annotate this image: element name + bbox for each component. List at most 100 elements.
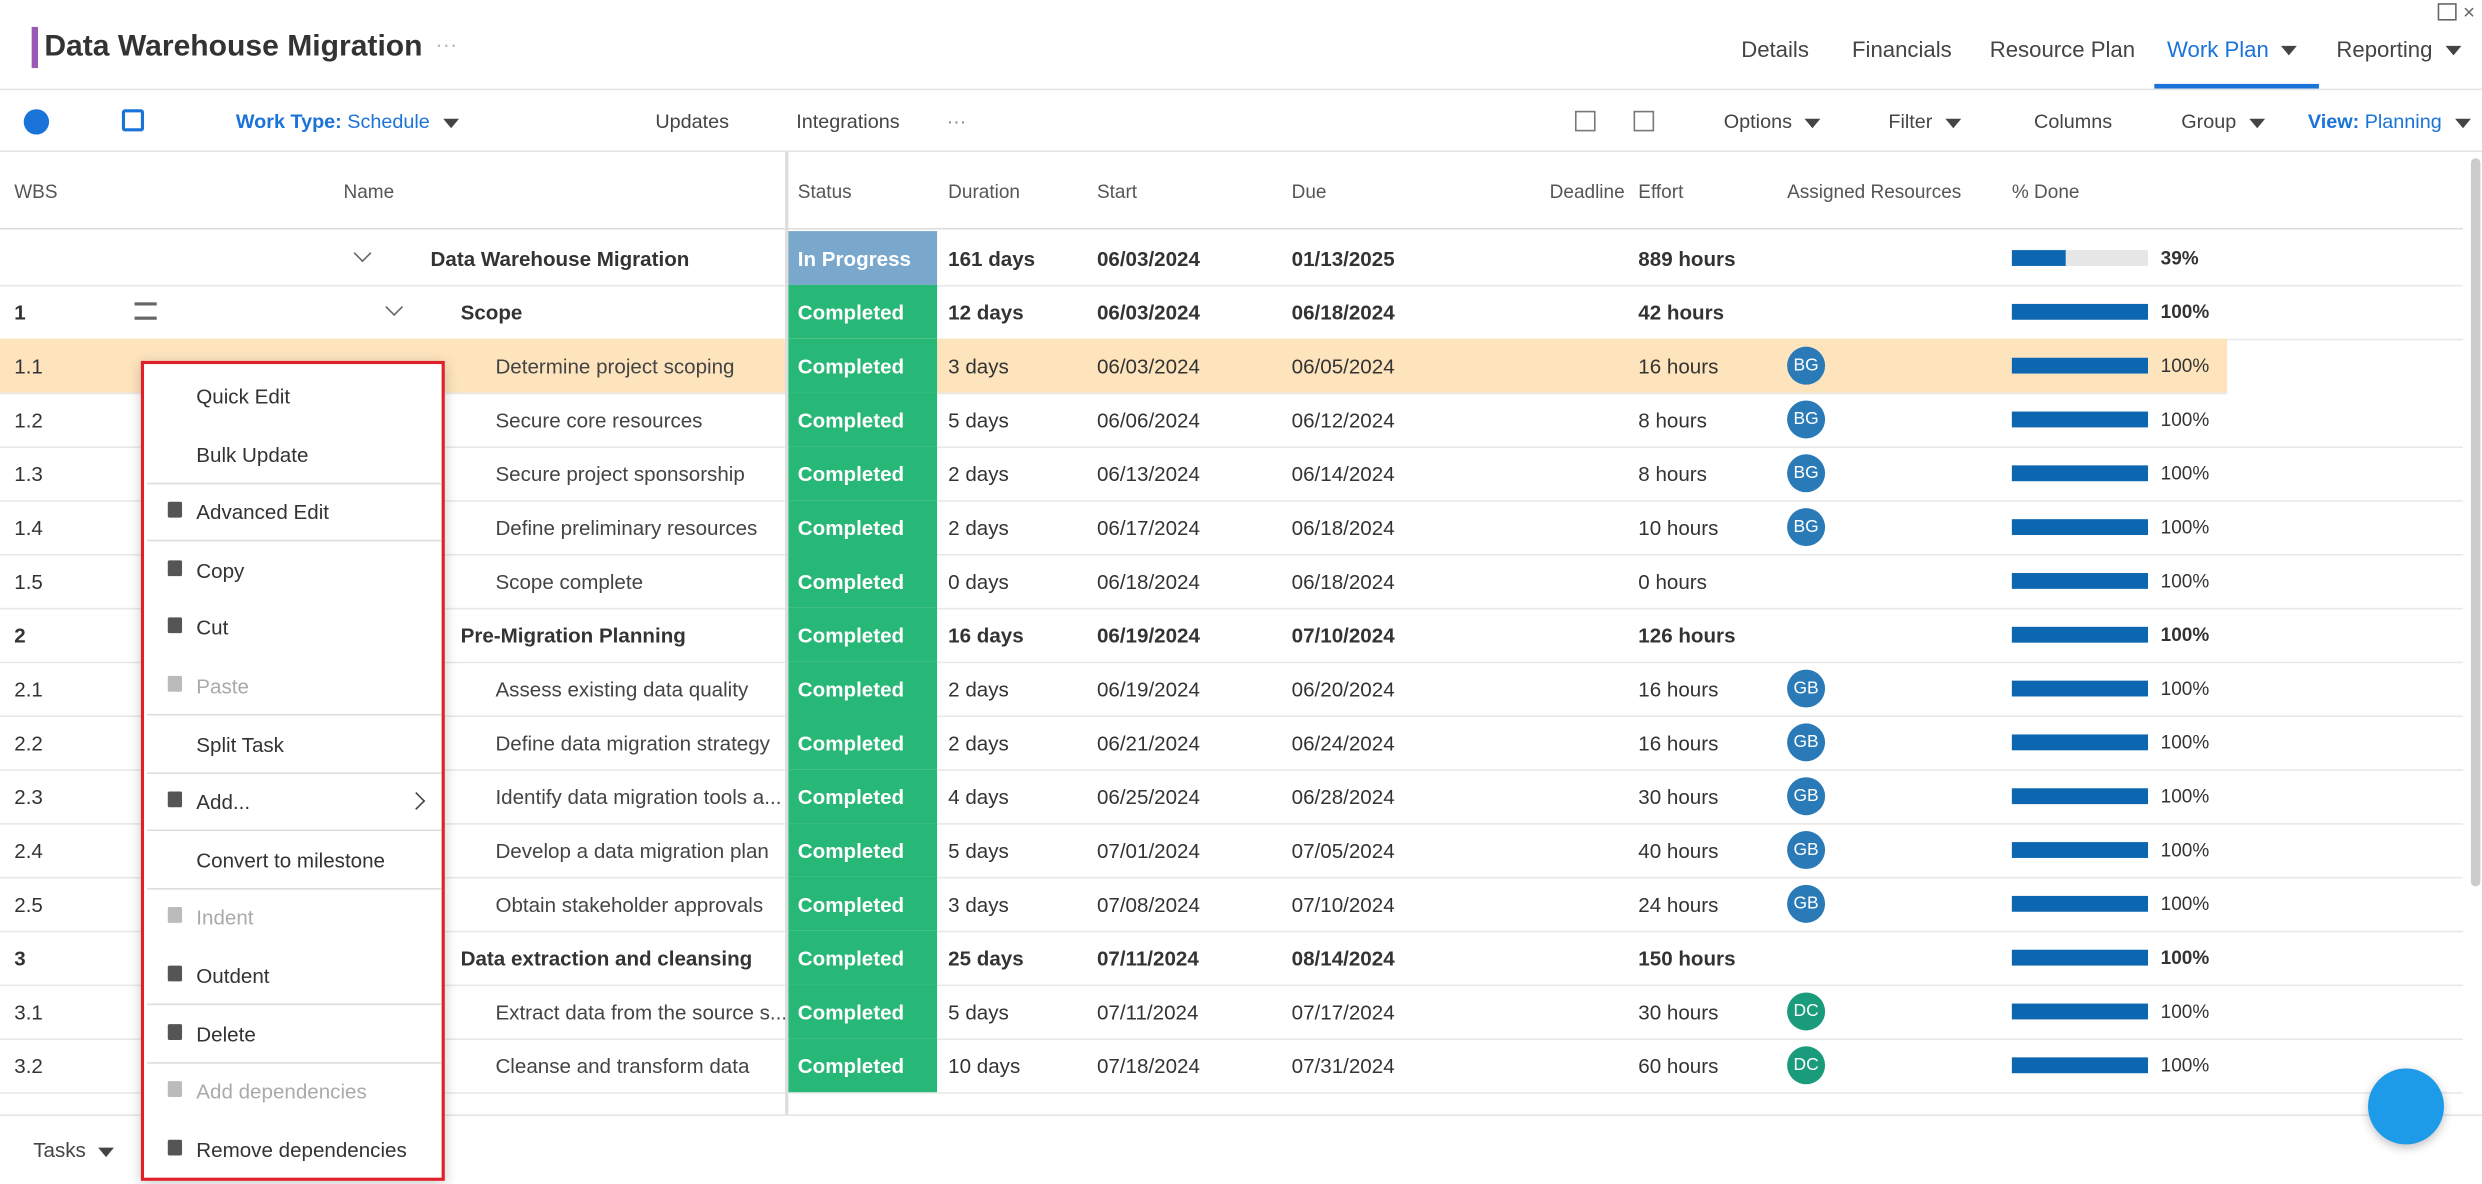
column-header[interactable]: Effort	[1638, 180, 1684, 203]
collapse-all[interactable]	[1633, 110, 1655, 132]
due: 06/28/2024	[1291, 785, 1395, 809]
avatar[interactable]: GB	[1787, 831, 1826, 870]
columns[interactable]: Columns	[2034, 110, 2113, 133]
avatar[interactable]: GB	[1787, 884, 1826, 923]
status-cell	[788, 984, 938, 1039]
nav-tab[interactable]: Work Plan	[2167, 36, 2298, 62]
menu-item[interactable]: Copy	[147, 541, 441, 598]
view[interactable]: View: Planning	[2308, 111, 2471, 133]
task-row[interactable]: 1.5 Scope complete Completed 0 days 06/18/20…	[0, 554, 2463, 610]
footer-tab[interactable]: Tasks	[33, 1138, 115, 1162]
row-menu[interactable]	[134, 302, 157, 320]
avatar[interactable]: DC	[1787, 1046, 1826, 1085]
menu-item[interactable]: Outdent	[147, 947, 442, 1006]
close-icon[interactable]: ×	[2462, 0, 2476, 24]
avatar[interactable]: DC	[1787, 992, 1826, 1031]
toggle[interactable]	[385, 298, 404, 317]
task-name: Extract data from the source s...	[495, 1000, 788, 1025]
progress-bar	[2011, 357, 2148, 374]
expand-all[interactable]	[1574, 110, 1596, 132]
column-header[interactable]: Status	[797, 180, 852, 203]
status: Completed	[797, 300, 905, 325]
more-tools[interactable]: ···	[946, 110, 967, 133]
menu-item-label: Convert to milestone	[196, 848, 386, 872]
menu-item[interactable]: Add...	[147, 773, 442, 832]
work-type[interactable]: Work Type: Schedule	[236, 111, 459, 133]
nav-tab[interactable]: Financials	[1851, 36, 1952, 62]
updates[interactable]: Updates	[655, 110, 730, 133]
status-cell	[788, 231, 938, 285]
task-name: Define preliminary resources	[495, 516, 758, 540]
task-row[interactable]: 2.4 Develop a data migration plan Complete…	[0, 823, 2463, 879]
status: Completed	[797, 516, 905, 540]
menu-item-label: Paste	[196, 674, 249, 699]
nav-tab[interactable]: Details	[1741, 36, 1809, 62]
task-row[interactable]: 1.2 Secure core resources Completed 5 days 0…	[0, 392, 2463, 448]
more[interactable]: ···	[435, 31, 458, 57]
group[interactable]: Group	[2181, 111, 2265, 133]
add-button[interactable]	[23, 109, 50, 135]
menu-item[interactable]: Quick Edit	[147, 367, 441, 424]
avatar[interactable]: BG	[1787, 400, 1826, 439]
avatar[interactable]: BG	[1787, 454, 1826, 493]
task-row[interactable]: 2.5 Obtain stakeholder approvals Completed…	[0, 876, 2463, 933]
menu-item-label: Quick Edit	[196, 384, 291, 409]
duration: 2 days	[948, 677, 1009, 702]
task-row[interactable]: 1.3 Secure project sponsorship Completed 2 …	[0, 446, 2463, 502]
column-header[interactable]: Due	[1291, 180, 1327, 203]
task-row[interactable]: 3.2 Cleanse and transform data Completed 10…	[0, 1038, 2463, 1094]
menu-item[interactable]: Delete	[147, 1004, 442, 1064]
column-header[interactable]: WBS	[14, 180, 58, 203]
column-header[interactable]: Assigned Resources	[1787, 180, 1962, 203]
avatar[interactable]: GB	[1787, 669, 1826, 708]
options[interactable]: Options	[1724, 111, 1821, 133]
column-header[interactable]: Deadline	[1549, 180, 1625, 203]
column-header[interactable]: Name	[343, 180, 395, 203]
task-row[interactable]: 1.4 Define preliminary resources Completed…	[0, 500, 2463, 556]
task-row[interactable]: 2.3 Identify data migration tools a... Com…	[0, 769, 2463, 825]
effort: 16 hours	[1638, 354, 1719, 379]
menu-item[interactable]: Cut	[147, 599, 441, 656]
menu-item[interactable]: Remove dependencies	[147, 1120, 441, 1177]
toggle[interactable]	[353, 244, 372, 263]
status-cell	[788, 930, 938, 985]
column-header[interactable]: % Done	[2011, 180, 2080, 203]
menu-item[interactable]: Bulk Update	[147, 425, 442, 484]
task-row[interactable]: 3 Data extraction and cleansing Completed 2…	[0, 930, 2463, 987]
task-row[interactable]: 1 Scope Completed 12 days 06/03/2024 06/18/20…	[0, 284, 2463, 341]
save-button[interactable]	[121, 109, 145, 132]
duration: 3 days	[948, 892, 1009, 917]
submenu-arrow	[407, 792, 426, 811]
menu-icon	[167, 1139, 183, 1156]
percent-done: 100%	[2160, 300, 2210, 323]
scrollbar[interactable]	[2470, 158, 2481, 887]
wbs: 2.3	[14, 785, 43, 809]
menu-item[interactable]: Advanced Edit	[147, 483, 442, 542]
task-row[interactable]: 2.1 Assess existing data quality Completed…	[0, 661, 2463, 718]
assistant-button[interactable]	[2368, 1068, 2444, 1145]
effort: 10 hours	[1638, 516, 1719, 540]
menu-item[interactable]: Convert to milestone	[147, 831, 442, 890]
task-row[interactable]: 3.1 Extract data from the source s... Comp…	[0, 984, 2463, 1040]
avatar[interactable]: BG	[1787, 508, 1826, 547]
nav-tab[interactable]: Reporting	[2336, 36, 2461, 62]
avatar[interactable]: GB	[1787, 723, 1826, 762]
column-header[interactable]: Duration	[948, 180, 1020, 203]
task-row[interactable]: Data Warehouse Migration In Progress 161 d…	[0, 231, 2463, 287]
duration: 10 days	[948, 1054, 1021, 1078]
task-name: Pre-Migration Planning	[460, 623, 686, 648]
integrations[interactable]: Integrations	[796, 110, 900, 133]
task-row[interactable]: 2 Pre-Migration Planning Completed 16 days 0…	[0, 607, 2463, 664]
nav-tab[interactable]: Resource Plan	[1989, 36, 2136, 62]
menu-item[interactable]: Split Task	[147, 715, 442, 774]
wbs: 1.5	[14, 569, 43, 594]
avatar[interactable]: GB	[1787, 777, 1826, 816]
avatar[interactable]: BG	[1787, 346, 1826, 385]
pane-splitter[interactable]	[785, 151, 789, 1115]
filter[interactable]: Filter	[1888, 111, 1961, 133]
task-row[interactable]: 2.2 Define data migration strategy Complet…	[0, 715, 2463, 771]
menu-icon	[167, 965, 183, 982]
menu-icon	[167, 1081, 183, 1098]
expand-icon[interactable]	[2437, 3, 2457, 21]
column-header[interactable]: Start	[1096, 180, 1138, 203]
